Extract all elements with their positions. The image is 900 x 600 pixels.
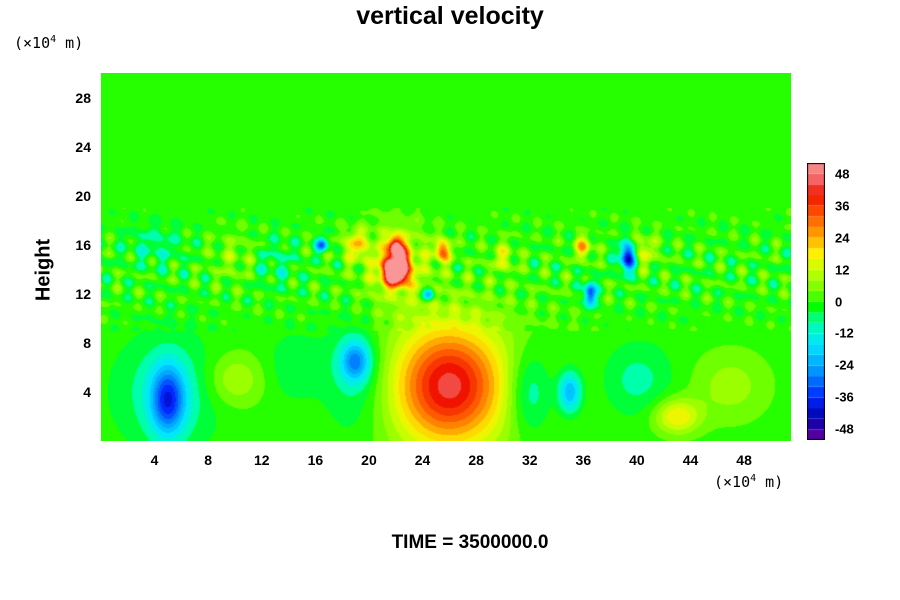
x-tick-label: 36 — [575, 452, 592, 468]
colorbar-tick-label: 36 — [835, 198, 850, 214]
x-tick-label: 40 — [629, 452, 645, 468]
x-tick-label: 8 — [204, 452, 213, 468]
y-tick-label: 28 — [75, 89, 91, 106]
x-tick-label: 28 — [468, 452, 484, 468]
colorbar-tick-label: -24 — [835, 357, 854, 373]
contour-plot — [101, 73, 791, 441]
y-tick-label: 16 — [75, 236, 91, 253]
colorbar-tick-label: -36 — [835, 389, 854, 405]
colorbar-tick-label: -48 — [835, 421, 854, 437]
y-unit-label: (×104 m) — [14, 34, 84, 52]
x-tick-label: 48 — [736, 452, 752, 468]
colorbar-tick-label: 0 — [835, 294, 843, 309]
colorbar-tick-label: 12 — [835, 262, 850, 278]
x-tick-label: 20 — [361, 452, 377, 468]
chart-title: vertical velocity — [356, 2, 544, 30]
colorbar-tick-label: 24 — [835, 230, 850, 246]
y-tick-label: 12 — [75, 285, 91, 302]
y-tick-label: 4 — [83, 383, 91, 400]
x-tick-label: 4 — [150, 452, 159, 468]
colorbar — [807, 163, 825, 440]
time-label: TIME = 3500000.0 — [391, 532, 549, 553]
y-tick-label: 8 — [83, 334, 91, 351]
x-tick-label: 32 — [521, 452, 538, 468]
x-unit-label: (×104 m) — [714, 473, 784, 491]
colorbar-tick-label: 48 — [835, 166, 850, 182]
x-tick-label: 16 — [307, 452, 324, 468]
x-tick-label: 12 — [253, 452, 270, 468]
x-tick-label: 44 — [682, 452, 699, 468]
y-tick-label: 24 — [75, 138, 91, 155]
x-tick-label: 24 — [414, 452, 431, 468]
colorbar-tick-label: -12 — [835, 325, 854, 341]
y-tick-label: 20 — [75, 187, 91, 204]
